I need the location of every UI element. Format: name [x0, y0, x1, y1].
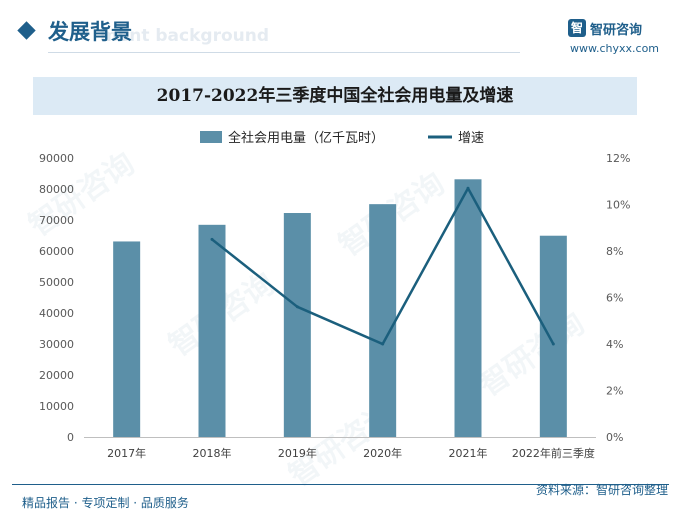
legend-line-label: 增速: [458, 131, 484, 146]
left-axis-tick-label: 50000: [39, 276, 74, 289]
legend-bar-swatch: [200, 131, 222, 143]
x-axis-tick-label: 2020年: [363, 446, 402, 460]
section-header: ment background 发展背景: [0, 0, 681, 62]
growth-point: [551, 342, 555, 346]
left-axis-tick-label: 70000: [39, 214, 74, 227]
bar: [198, 224, 226, 437]
left-axis-tick-label: 0: [67, 431, 74, 444]
left-axis-tick-label: 40000: [39, 307, 74, 320]
bar: [539, 235, 567, 437]
x-axis-tick-label: 2019年: [278, 446, 317, 460]
bar: [369, 204, 397, 437]
right-axis-tick-label: 8%: [606, 245, 623, 258]
x-axis-tick-label: 2021年: [449, 446, 488, 460]
source-note: 资料来源：智研咨询整理: [535, 483, 668, 497]
chart-title-bar: 2017-2022年三季度中国全社会用电量及增速: [33, 77, 637, 115]
x-axis-tick-label: 2017年: [107, 446, 146, 460]
x-axis-tick-label: 2018年: [193, 446, 232, 460]
right-axis-tick-label: 10%: [606, 199, 630, 212]
section-title: 发展背景: [48, 20, 132, 44]
right-axis-tick-label: 4%: [606, 338, 623, 351]
logo-name: 智研咨询: [590, 23, 643, 38]
left-axis-tick-label: 90000: [39, 152, 74, 165]
x-axis-tick-label: 2022年前三季度: [512, 446, 595, 460]
bar: [283, 213, 311, 437]
chart-title: 2017-2022年三季度中国全社会用电量及增速: [156, 86, 514, 106]
right-axis-tick-label: 2%: [606, 385, 623, 398]
growth-point: [210, 237, 214, 241]
growth-point: [295, 305, 299, 309]
header-divider: [48, 52, 520, 53]
right-axis-tick-label: 6%: [606, 292, 623, 305]
left-axis-tick-label: 80000: [39, 183, 74, 196]
left-axis-tick-label: 20000: [39, 369, 74, 382]
left-axis-tick-label: 30000: [39, 338, 74, 351]
left-axis-tick-label: 60000: [39, 245, 74, 258]
brand-logo: 智 智研咨询 www.chyxx.com: [568, 18, 678, 58]
bar: [454, 179, 482, 437]
footer-divider: [12, 484, 669, 485]
logo-icon: 智: [568, 19, 586, 37]
section-subtitle: ment background: [100, 26, 270, 46]
growth-point: [466, 186, 470, 190]
bar: [113, 241, 141, 437]
right-axis-tick-label: 0%: [606, 431, 623, 444]
left-axis-tick-label: 10000: [39, 400, 74, 413]
growth-point: [381, 342, 385, 346]
footer-tagline: 精品报告 · 专项定制 · 品质服务: [22, 496, 189, 510]
right-axis-tick-label: 12%: [606, 152, 630, 165]
legend-bar-label: 全社会用电量（亿千瓦时）: [228, 130, 384, 146]
logo-url: www.chyxx.com: [570, 42, 660, 55]
